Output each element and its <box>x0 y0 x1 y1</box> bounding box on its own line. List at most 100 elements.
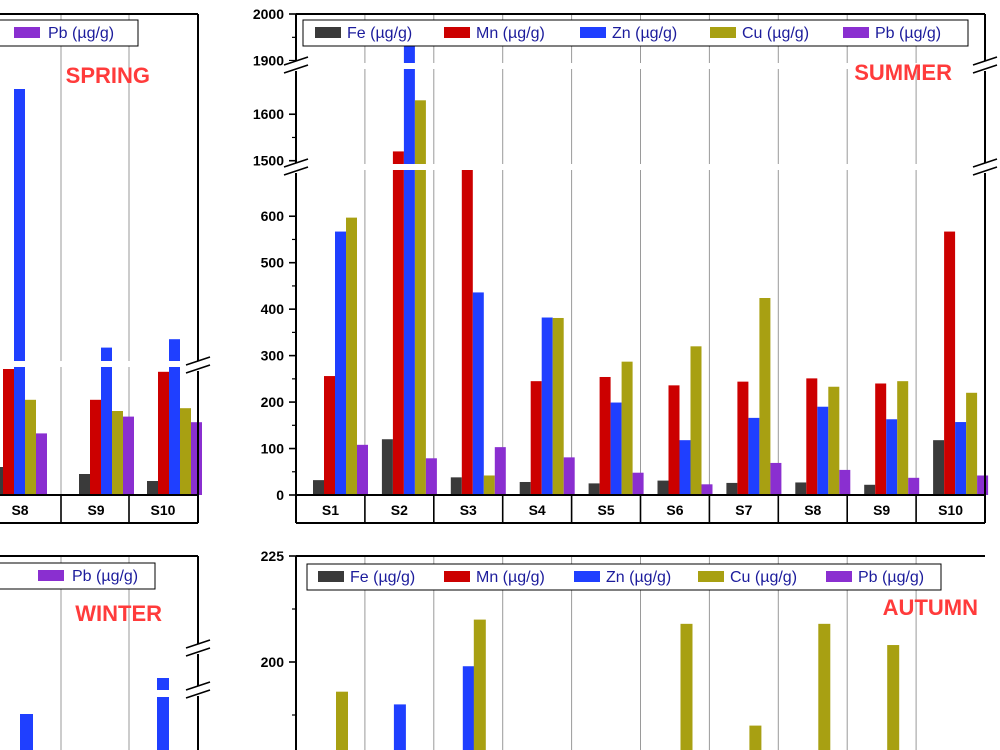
autumn-legend-label-cu: Cu (µg/g) <box>730 569 797 586</box>
summer-bar-fe-s5 <box>588 483 600 495</box>
summer-bar-cu-s3 <box>483 475 495 495</box>
summer-bar-cu-s4 <box>552 317 564 495</box>
summer-bar-mn-s2 <box>392 151 404 496</box>
summer-x-label-s3: S3 <box>460 502 477 518</box>
summer-bar-fe-s8 <box>795 482 807 495</box>
summer-left-break-upper-line-b <box>283 64 309 74</box>
winter-legend-swatch-pb <box>38 570 64 581</box>
autumn-bar-cu-s6 <box>680 623 693 750</box>
summer-legend-swatch-zn <box>580 27 606 38</box>
summer-panel: 0 100 200 300 400 500 600 1500 1600 1900 2000 S1 S2 S… <box>253 6 998 524</box>
summer-bar-fe-s7 <box>726 482 738 495</box>
summer-legend-label-mn: Mn (µg/g) <box>476 25 545 42</box>
winter-bar-zn-s8 <box>20 714 33 750</box>
summer-bar-cu-s10 <box>966 392 978 495</box>
summer-bar-mn-s10 <box>944 231 956 495</box>
summer-bar-cu-s5 <box>621 361 633 495</box>
summer-bar-mn-s5 <box>599 376 611 495</box>
summer-bar-pb-s9 <box>908 477 920 495</box>
summer-bar-cu-s9 <box>897 381 909 495</box>
summer-bar-pb-s3 <box>494 447 506 495</box>
autumn-y-tick-label: 200 <box>261 654 285 670</box>
spring-bar-cu-s10 <box>180 408 191 495</box>
summer-bar-cu-s2 <box>414 100 426 495</box>
summer-bar-fe-s6 <box>657 480 669 495</box>
summer-bar-fe-s1 <box>313 480 324 495</box>
autumn-legend-swatch-mn <box>444 571 470 582</box>
summer-legend-label-cu: Cu (µg/g) <box>742 25 809 42</box>
autumn-bar-cu-s7 <box>749 725 762 750</box>
winter-bar-zn-s10 <box>157 697 169 750</box>
spring-bar-zn-s9 <box>101 347 112 495</box>
summer-bar-zn-s2 <box>403 37 415 495</box>
summer-legend-label-fe: Fe (µg/g) <box>347 25 412 42</box>
spring-bar-mn-s10 <box>158 371 169 495</box>
summer-left-break-upper-line-a <box>283 56 309 66</box>
summer-left-break-lower-line-b <box>283 166 309 176</box>
summer-x-label-s10: S10 <box>938 502 963 518</box>
autumn-season-label: AUTUMN <box>883 595 978 620</box>
summer-bar-cu-s6 <box>690 346 702 495</box>
winter-legend-box <box>0 562 156 590</box>
summer-x-label-s7: S7 <box>735 502 752 518</box>
summer-bar-pb-s10 <box>977 475 989 495</box>
summer-right-break-upper-line-b <box>972 64 998 74</box>
summer-y-tick-label: 600 <box>261 208 285 224</box>
summer-left-break-upper-gap <box>286 61 306 71</box>
spring-panel: S8 S9 S10 Pb (µg/g) SPRING <box>0 13 211 524</box>
spring-bar-pb-s10 <box>191 422 202 495</box>
summer-right-break-upper-gap <box>975 61 995 71</box>
spring-season-label: SPRING <box>66 63 150 88</box>
summer-bar-zn-s6 <box>679 440 691 495</box>
spring-bar-fe-s9 <box>79 474 90 495</box>
winter-bar-zn-s10-upper <box>157 678 169 690</box>
summer-bar-zn-s10 <box>955 422 967 495</box>
winter-right-break-lower-gap <box>188 686 208 696</box>
autumn-legend-swatch-cu <box>698 571 724 582</box>
summer-y-tick-label: 1600 <box>253 106 284 122</box>
autumn-legend-label-zn: Zn (µg/g) <box>606 569 671 586</box>
summer-legend-swatch-cu <box>710 27 736 38</box>
summer-bar-fe-s4 <box>519 481 531 495</box>
summer-y-tick-label: 0 <box>276 487 284 503</box>
summer-y-tick-label: 400 <box>261 301 285 317</box>
summer-bar-zn-s3 <box>472 292 484 495</box>
summer-legend-swatch-pb <box>843 27 869 38</box>
spring-bar-zn-s10 <box>169 339 180 495</box>
autumn-legend-label-mn: Mn (µg/g) <box>476 569 545 586</box>
summer-legend-swatch-fe <box>315 27 341 38</box>
summer-right-break-lower-gap <box>975 163 995 173</box>
autumn-legend-swatch-zn <box>574 571 600 582</box>
autumn-bar-cu-s3 <box>473 619 486 750</box>
spring-bar-pb-s8 <box>36 433 47 495</box>
winter-right-break-upper-gap <box>188 644 208 654</box>
autumn-legend-label-pb: Pb (µg/g) <box>858 569 924 586</box>
autumn-panel: 200 225 Fe (µg/g) Mn (µg/g) Zn (µg/g) Cu (µg/… <box>261 548 985 750</box>
summer-bar-pb-s6 <box>701 484 713 495</box>
summer-left-break-lower-line-a <box>283 158 309 168</box>
spring-x-label-s9: S9 <box>87 502 104 518</box>
summer-bar-cu-s1 <box>346 217 357 495</box>
spring-break-band <box>0 361 197 367</box>
summer-bar-pb-s2 <box>425 458 437 495</box>
spring-right-break-line-a <box>185 356 211 366</box>
summer-y-tick-label: 200 <box>261 394 285 410</box>
summer-bar-fe-s2 <box>381 439 393 495</box>
summer-break-band-upper <box>297 63 984 69</box>
summer-legend-label-zn: Zn (µg/g) <box>612 25 677 42</box>
spring-right-break-line-b <box>185 364 211 374</box>
summer-y-tick-label: 500 <box>261 255 285 271</box>
summer-right-break-lower-line-a <box>972 158 998 168</box>
winter-right-break-lower-line-b <box>185 689 211 699</box>
autumn-legend-swatch-pb <box>826 571 852 582</box>
summer-season-label: SUMMER <box>854 60 952 85</box>
spring-right-break-gap <box>188 361 208 371</box>
autumn-y-tick-label: 225 <box>261 548 285 564</box>
summer-y-tick-label: 2000 <box>253 6 284 22</box>
summer-bar-pb-s8 <box>839 469 851 495</box>
spring-legend-swatch-pb <box>14 27 40 38</box>
summer-x-label-s4: S4 <box>529 502 546 518</box>
summer-bar-mn-s1 <box>324 376 335 495</box>
summer-y-tick-label: 100 <box>261 441 285 457</box>
